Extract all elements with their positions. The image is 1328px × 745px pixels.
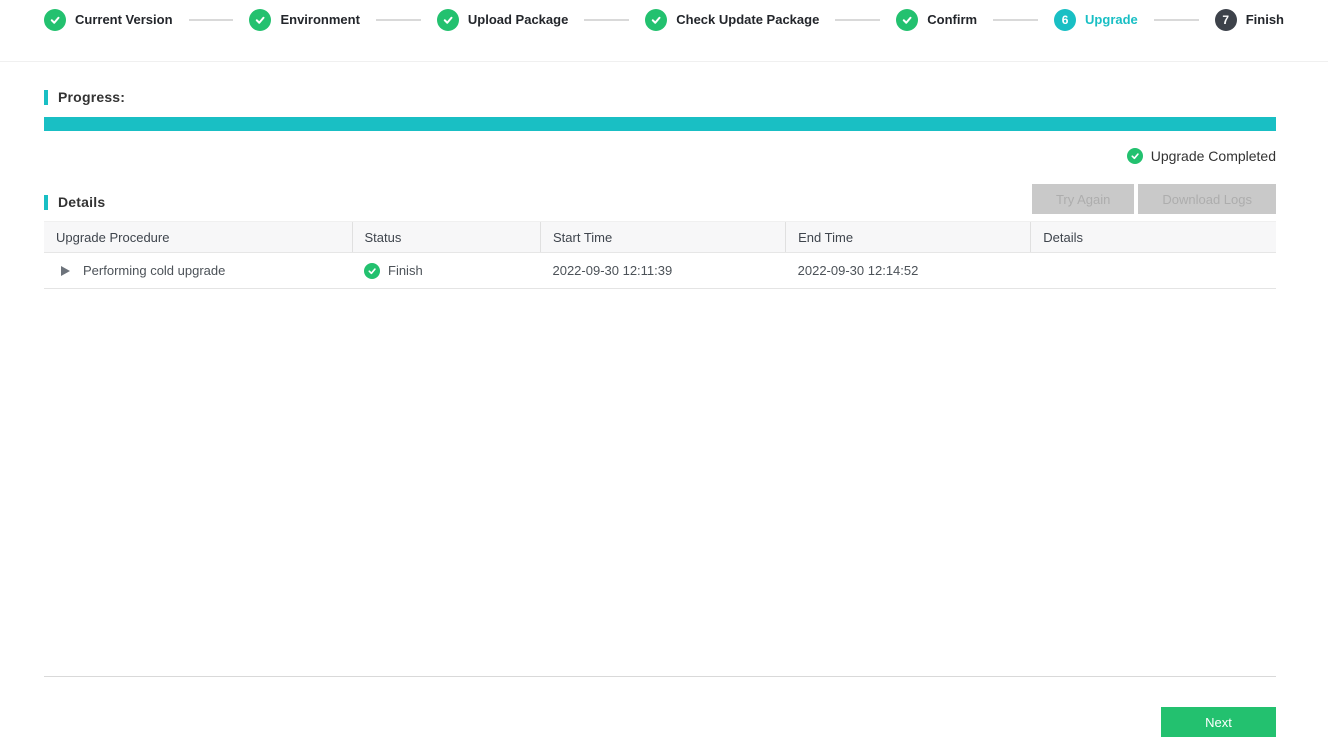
end-time-cell: 2022-09-30 12:14:52	[785, 252, 1031, 289]
column-header-start-time: Start Time	[539, 221, 786, 253]
step-check-icon	[645, 9, 668, 31]
step-number-badge: 7	[1214, 9, 1237, 31]
step-upload-package: Upload Package	[436, 9, 569, 31]
progress-bar-fill	[44, 117, 1276, 131]
step-finish: 7 Finish	[1214, 9, 1284, 31]
table-row: Performing cold upgrade Finish 2022-09-30 …	[44, 252, 1276, 289]
step-label: Upgrade	[1085, 12, 1138, 27]
step-check-icon	[249, 9, 272, 31]
table-header-row: Upgrade Procedure Status Start Time End Tim…	[44, 221, 1276, 253]
procedure-cell: Performing cold upgrade	[44, 252, 352, 289]
procedure-text: Performing cold upgrade	[83, 263, 226, 278]
upgrade-status-text: Upgrade Completed	[1150, 148, 1276, 164]
column-header-details: Details	[1030, 221, 1276, 253]
step-connector	[584, 19, 630, 21]
step-connector	[993, 19, 1039, 21]
details-cell	[1030, 252, 1276, 289]
column-header-end-time: End Time	[785, 221, 1031, 253]
accent-bar	[44, 89, 48, 105]
progress-bar	[44, 117, 1276, 131]
progress-section-header: Progress:	[44, 89, 1276, 105]
step-connector	[375, 19, 421, 21]
stepper: Current Version Environment Upload Package…	[0, 0, 1328, 62]
step-upgrade: 6 Upgrade	[1054, 9, 1138, 31]
step-number-badge: 6	[1054, 9, 1077, 31]
accent-bar	[44, 194, 48, 210]
download-logs-button[interactable]: Download Logs	[1138, 184, 1276, 214]
upgrade-details-table: Upgrade Procedure Status Start Time End Tim…	[44, 221, 1276, 289]
step-environment: Environment	[249, 9, 360, 31]
next-button[interactable]: Next	[1161, 707, 1276, 737]
step-label: Environment	[280, 12, 360, 27]
try-again-button[interactable]: Try Again	[1031, 184, 1135, 214]
footer-divider	[44, 676, 1276, 677]
step-label: Confirm	[927, 12, 978, 27]
status-check-icon	[364, 262, 380, 279]
step-label: Current Version	[75, 12, 173, 27]
step-connector	[1153, 19, 1199, 21]
step-current-version: Current Version	[44, 9, 173, 31]
details-section-header: Details Try Again Download Logs	[44, 184, 1276, 214]
step-check-icon	[44, 9, 66, 31]
upgrade-status-row: Upgrade Completed	[44, 148, 1276, 164]
progress-label: Progress:	[58, 89, 126, 105]
details-label: Details	[58, 194, 106, 210]
main-content: Progress: Upgrade Completed Details Try …	[0, 89, 1328, 289]
step-check-icon	[896, 9, 919, 31]
step-check-update-package: Check Update Package	[645, 9, 819, 31]
step-label: Finish	[1245, 12, 1284, 27]
step-check-icon	[436, 9, 459, 31]
expand-row-icon[interactable]	[61, 265, 70, 276]
step-connector	[835, 19, 881, 21]
status-text: Finish	[388, 263, 423, 278]
check-icon	[1126, 148, 1143, 164]
step-confirm: Confirm	[896, 9, 977, 31]
start-time-cell: 2022-09-30 12:11:39	[540, 252, 786, 289]
step-label: Check Update Package	[676, 12, 820, 27]
step-label: Upload Package	[467, 12, 569, 27]
column-header-upgrade-procedure: Upgrade Procedure	[44, 221, 352, 253]
status-cell: Finish	[352, 252, 541, 289]
column-header-status: Status	[351, 221, 541, 253]
table-body: Performing cold upgrade Finish 2022-09-30 …	[44, 252, 1276, 289]
step-connector	[188, 19, 234, 21]
